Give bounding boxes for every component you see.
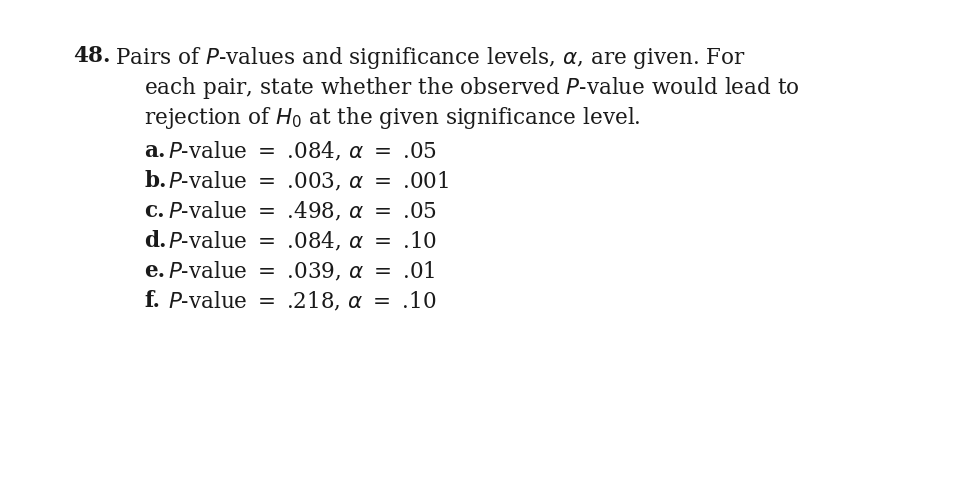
Text: $P$-value $=$ .084, $\alpha$ $=$ .10: $P$-value $=$ .084, $\alpha$ $=$ .10 xyxy=(168,230,436,253)
Text: 48.: 48. xyxy=(73,45,111,67)
Text: a.: a. xyxy=(144,140,166,162)
Text: e.: e. xyxy=(144,260,166,282)
Text: f.: f. xyxy=(144,290,160,312)
Text: $P$-value $=$ .039, $\alpha$ $=$ .01: $P$-value $=$ .039, $\alpha$ $=$ .01 xyxy=(168,260,435,283)
Text: each pair, state whether the observed $P$-value would lead to: each pair, state whether the observed $P… xyxy=(144,75,800,101)
Text: $P$-value $=$ .084, $\alpha$ $=$ .05: $P$-value $=$ .084, $\alpha$ $=$ .05 xyxy=(168,140,436,163)
Text: Pairs of $P$-values and significance levels, $\alpha$, are given. For: Pairs of $P$-values and significance lev… xyxy=(115,45,746,71)
Text: $P$-value $=$ .003, $\alpha$ $=$ .001: $P$-value $=$ .003, $\alpha$ $=$ .001 xyxy=(168,170,449,193)
Text: rejection of $H_0$ at the given significance level.: rejection of $H_0$ at the given signific… xyxy=(144,105,641,131)
Text: $P$-value $=$ .218, $\alpha$ $=$ .10: $P$-value $=$ .218, $\alpha$ $=$ .10 xyxy=(168,290,436,313)
Text: c.: c. xyxy=(144,200,165,222)
Text: b.: b. xyxy=(144,170,167,192)
Text: d.: d. xyxy=(144,230,167,252)
Text: $P$-value $=$ .498, $\alpha$ $=$ .05: $P$-value $=$ .498, $\alpha$ $=$ .05 xyxy=(168,200,436,223)
